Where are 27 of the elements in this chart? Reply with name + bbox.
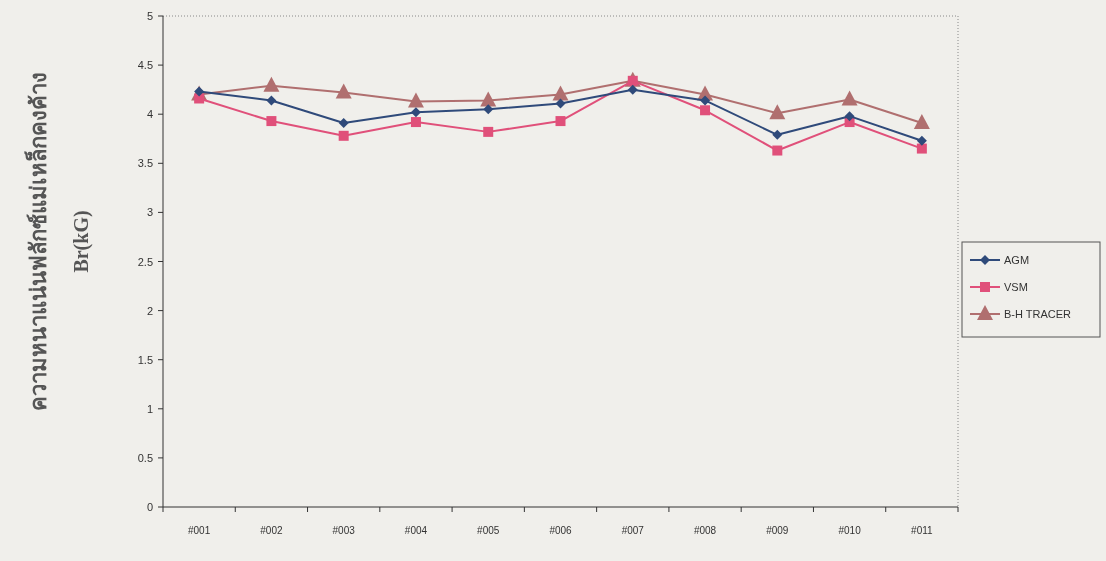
- x-tick-label: #003: [332, 525, 356, 536]
- y-tick-label: 1.5: [137, 353, 153, 366]
- legend-label: B-H TRACER: [1004, 308, 1072, 320]
- text: Br(kG): [70, 210, 93, 273]
- y-tick-label: 1: [146, 402, 153, 415]
- x-tick-label: #010: [838, 525, 862, 536]
- y-tick-label: 2: [146, 304, 153, 317]
- y-tick-label: 5: [146, 10, 153, 22]
- legend-label: AGM: [1004, 254, 1030, 266]
- legend-label: VSM: [1004, 281, 1028, 293]
- y-axis-title: ความหนาแน่นฟลักซ์แม่เหล็กคงค้าง: [24, 72, 51, 411]
- x-tick-label: #011: [911, 525, 934, 536]
- x-tick-label: #002: [260, 525, 283, 536]
- x-tick-label: #004: [404, 525, 428, 536]
- x-tick-label: #007: [621, 525, 645, 536]
- y-tick-label: 4.5: [137, 59, 153, 72]
- y-tick-label: 4: [146, 108, 153, 121]
- y-tick-label: 3: [146, 206, 153, 219]
- y-tick-label: 0.5: [137, 451, 153, 464]
- x-tick-label: #009: [766, 525, 789, 536]
- y-tick-label: 2.5: [137, 255, 153, 268]
- x-tick-label: #006: [549, 525, 573, 536]
- x-tick-label: #001: [188, 525, 211, 536]
- x-tick-label: #005: [477, 525, 500, 536]
- y-tick-label: 0: [146, 501, 153, 513]
- x-tick-label: #008: [693, 525, 717, 536]
- y-tick-label: 3.5: [137, 157, 153, 170]
